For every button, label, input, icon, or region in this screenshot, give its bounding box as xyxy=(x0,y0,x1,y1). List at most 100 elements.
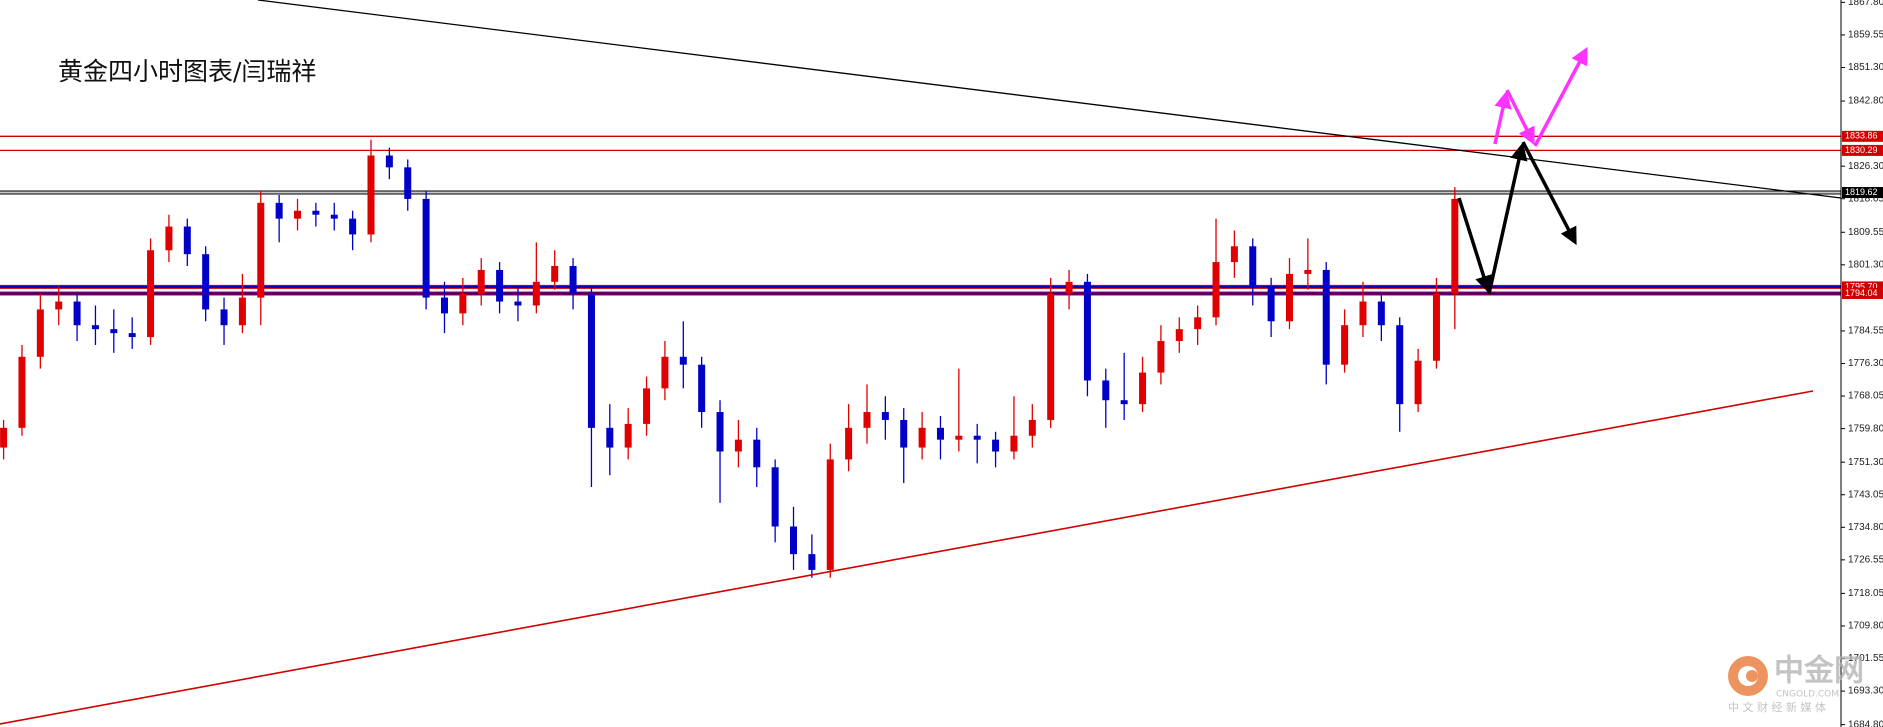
candle-body xyxy=(1047,293,1055,420)
candle-body xyxy=(1451,198,1459,294)
candle-body xyxy=(1120,400,1128,405)
y-tick-label: 1842.80 xyxy=(1848,96,1883,107)
candle-body xyxy=(606,427,614,448)
candle-body xyxy=(73,301,81,326)
chart-title: 黄金四小时图表/闫瑞祥 xyxy=(58,57,316,86)
forecast-arrows-black xyxy=(1457,141,1577,295)
candle-body xyxy=(661,356,669,389)
candle-body xyxy=(385,155,393,168)
level-label: 1819.62 xyxy=(1845,187,1878,197)
candle-body xyxy=(936,427,944,440)
y-tick-label: 1859.55 xyxy=(1848,30,1883,41)
candle-body xyxy=(165,226,173,251)
candle-body xyxy=(1083,281,1091,381)
candle-body xyxy=(330,214,338,219)
candle-body xyxy=(294,210,302,219)
y-tick-label: 1768.05 xyxy=(1848,391,1883,402)
candle-body xyxy=(992,439,1000,452)
candle-body xyxy=(312,210,320,215)
candle-body xyxy=(1028,419,1036,436)
candle-body xyxy=(881,412,889,420)
candle-body xyxy=(551,266,559,282)
level-label-box xyxy=(1842,281,1883,293)
y-tick-label: 1709.80 xyxy=(1848,621,1883,632)
watermark-site: CNGOLD.COM xyxy=(1776,690,1839,700)
candle-body xyxy=(1102,380,1110,401)
candle-body xyxy=(569,266,577,294)
logo-dot xyxy=(1746,670,1758,682)
candle-body xyxy=(900,419,908,448)
candle-body xyxy=(808,554,816,570)
candle-body xyxy=(496,269,504,302)
candles xyxy=(0,139,1459,578)
y-tick-label: 1751.30 xyxy=(1848,457,1883,468)
y-tick-label: 1759.80 xyxy=(1848,423,1883,434)
arrow xyxy=(1533,46,1588,147)
candle-body xyxy=(1377,301,1385,326)
level-label-box xyxy=(1842,287,1883,299)
arrow xyxy=(1493,90,1512,145)
candle-body xyxy=(128,333,136,338)
candle-body xyxy=(404,167,412,199)
resistance-trendline xyxy=(257,0,1842,199)
support-trendline xyxy=(0,390,1814,725)
candle-body xyxy=(422,198,430,298)
candle-body xyxy=(1396,325,1404,405)
y-tick-label: 1851.30 xyxy=(1848,62,1883,73)
candle-body xyxy=(1065,281,1073,294)
candle-body xyxy=(716,412,724,452)
candle-body xyxy=(36,309,44,357)
level-label-box xyxy=(1842,130,1883,142)
candle-body xyxy=(440,297,448,314)
candle-body xyxy=(91,325,99,330)
candle-body xyxy=(643,388,651,424)
candle-body xyxy=(863,412,871,428)
forecast-arrows-pink xyxy=(1493,46,1588,147)
candle-body xyxy=(532,281,540,306)
candle-body xyxy=(587,293,595,428)
candle-body xyxy=(771,467,779,527)
level-label: 1830.29 xyxy=(1845,145,1878,155)
y-tick-label: 1809.55 xyxy=(1848,227,1883,238)
candle-body xyxy=(624,423,632,448)
levels xyxy=(0,135,1841,296)
candle-body xyxy=(0,427,8,448)
level-label: 1795.70 xyxy=(1845,281,1878,291)
arrow xyxy=(1521,141,1577,246)
candle-body xyxy=(238,297,246,326)
level-label: 1794.04 xyxy=(1845,288,1878,298)
candle-body xyxy=(1249,246,1257,286)
arrow xyxy=(1487,142,1528,295)
candle-body xyxy=(1322,269,1330,365)
candle-body xyxy=(1341,325,1349,365)
watermark-name: 中金网 xyxy=(1774,654,1864,689)
candle-body xyxy=(1432,293,1440,361)
candle-body xyxy=(367,155,375,235)
candle-body xyxy=(1267,285,1275,322)
candle-body xyxy=(1286,273,1293,322)
y-tick-label: 1718.05 xyxy=(1848,588,1883,599)
candle-body xyxy=(1304,269,1312,274)
candle-body xyxy=(1157,341,1165,373)
y-tick-label: 1867.80 xyxy=(1848,0,1883,8)
candle-body xyxy=(698,364,706,413)
level-label: 1833.86 xyxy=(1845,131,1878,141)
y-tick-label: 1743.05 xyxy=(1848,489,1883,500)
candle-body xyxy=(955,435,963,440)
y-axis: 1867.80 1859.55 1851.30 1842.80 1826.30 1818.… xyxy=(1841,0,1883,727)
y-tick-label: 1801.30 xyxy=(1848,259,1883,270)
level-label-box xyxy=(1842,187,1883,199)
y-tick-label: 1818.05 xyxy=(1848,193,1883,204)
candle-body xyxy=(1212,262,1220,318)
candle-body xyxy=(349,218,357,235)
candle-body xyxy=(826,459,834,570)
watermark: 中金网 CNGOLD.COM 中 文 财 经 新 媒 体 xyxy=(1728,654,1864,714)
y-tick-label: 1693.30 xyxy=(1848,686,1883,697)
y-tick-label: 1776.30 xyxy=(1848,358,1883,369)
candle-body xyxy=(183,226,191,255)
y-tick-label: 1684.80 xyxy=(1848,719,1883,727)
candle-body xyxy=(734,439,742,452)
y-tick-label: 1701.55 xyxy=(1848,653,1883,664)
